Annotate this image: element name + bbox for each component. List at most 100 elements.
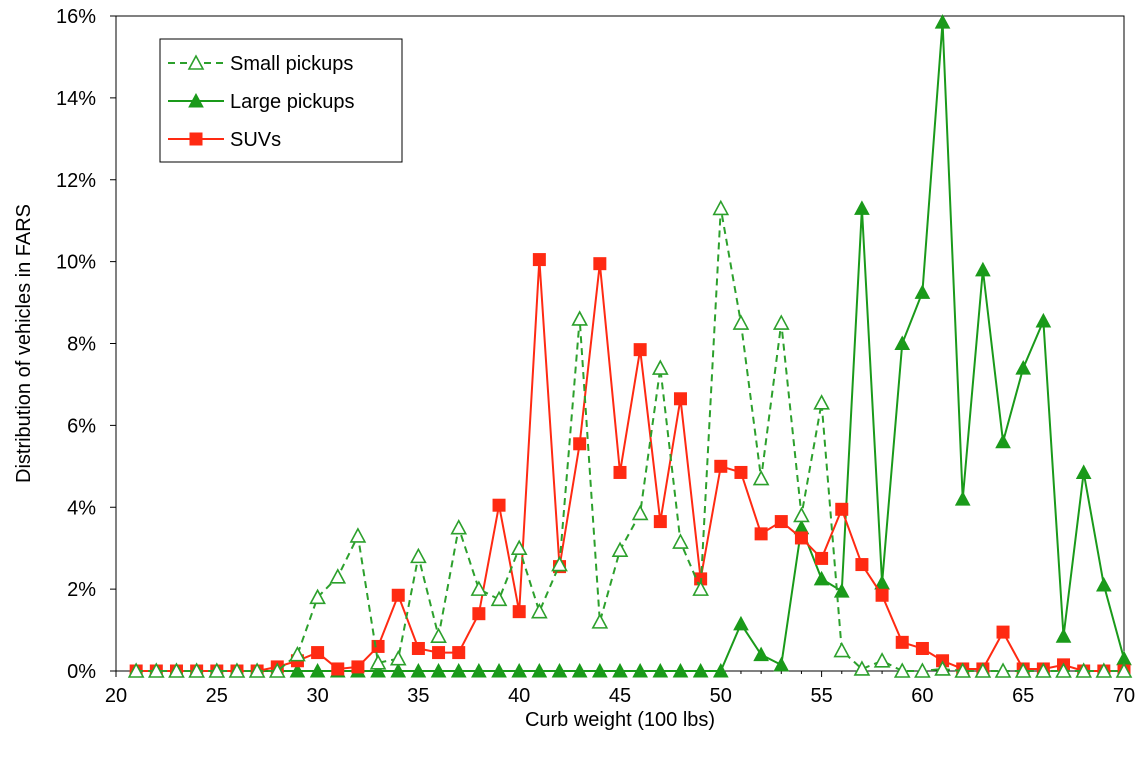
- series-small-pickups: [127, 199, 1133, 678]
- data-point: [309, 662, 326, 678]
- data-point: [571, 310, 589, 326]
- legend-label: Large pickups: [230, 91, 355, 113]
- data-point: [612, 662, 628, 678]
- data-point: [289, 662, 306, 678]
- data-point: [996, 625, 1010, 639]
- data-point: [591, 613, 609, 629]
- data-point: [754, 527, 768, 541]
- data-point: [450, 519, 468, 535]
- y-axis-title: Distribution of vehicles in FARS: [13, 204, 35, 483]
- data-point: [410, 662, 427, 678]
- data-point: [430, 627, 447, 644]
- data-point: [208, 662, 226, 678]
- y-tick-label: 2%: [67, 579, 96, 601]
- legend-marker: [189, 132, 203, 146]
- data-point: [853, 660, 871, 676]
- data-point: [1055, 628, 1072, 643]
- data-point: [349, 527, 367, 543]
- x-axis-title: Curb weight (100 lbs): [525, 709, 715, 731]
- data-point: [331, 662, 345, 676]
- x-tick-label: 70: [1113, 685, 1135, 707]
- data-point: [593, 257, 607, 271]
- data-point: [833, 641, 851, 658]
- data-point: [532, 253, 546, 267]
- data-point: [1075, 464, 1092, 479]
- data-point: [835, 502, 849, 516]
- data-point: [714, 459, 728, 473]
- x-tick-label: 30: [306, 685, 328, 707]
- series-suvs: [129, 253, 1131, 678]
- data-point: [411, 641, 425, 655]
- data-point: [994, 662, 1012, 678]
- data-point: [773, 656, 790, 672]
- legend-marker: [188, 92, 204, 108]
- legend-entry: Large pickups: [168, 91, 355, 113]
- data-point: [653, 515, 667, 529]
- data-point: [632, 662, 648, 678]
- data-point: [833, 583, 850, 598]
- data-point: [289, 645, 306, 662]
- data-point: [914, 662, 931, 678]
- y-tick-label: 16%: [56, 6, 96, 28]
- data-point: [813, 394, 830, 410]
- data-point: [672, 533, 689, 549]
- y-axis: 0% 2% 4% 6% 8% 10% 12% 14% 16%: [56, 6, 116, 683]
- data-point: [510, 539, 528, 555]
- series-line: [136, 208, 1124, 672]
- data-point: [854, 200, 870, 215]
- series-layer: [127, 14, 1133, 678]
- data-point: [692, 662, 709, 678]
- data-point: [389, 650, 407, 666]
- x-tick-label: 20: [105, 685, 127, 707]
- y-tick-label: 0%: [67, 661, 96, 683]
- data-point: [1055, 662, 1072, 678]
- data-point: [934, 660, 951, 676]
- data-point: [531, 662, 548, 678]
- x-tick-label: 65: [1012, 685, 1034, 707]
- data-point: [450, 662, 467, 678]
- data-point: [631, 504, 649, 521]
- x-tick-label: 60: [911, 685, 933, 707]
- data-point: [472, 607, 486, 621]
- data-point: [470, 580, 488, 596]
- data-point: [1096, 576, 1112, 592]
- data-point: [613, 465, 627, 479]
- data-point: [875, 588, 889, 602]
- data-point: [893, 662, 911, 678]
- y-tick-label: 6%: [67, 415, 96, 437]
- data-point: [733, 615, 749, 631]
- data-point: [452, 646, 466, 660]
- data-point: [147, 662, 165, 678]
- data-point: [672, 662, 689, 678]
- data-point: [974, 662, 992, 678]
- x-tick-label: 40: [508, 685, 530, 707]
- data-point: [1035, 662, 1052, 678]
- data-point: [934, 14, 951, 29]
- data-point: [1075, 662, 1093, 678]
- data-point: [551, 662, 568, 678]
- data-point: [995, 433, 1011, 449]
- data-point: [573, 437, 587, 451]
- data-point: [390, 662, 407, 678]
- data-point: [512, 605, 526, 619]
- data-point: [975, 261, 991, 277]
- legend: Small pickups Large pickups SUVs: [159, 38, 403, 163]
- legend-label: SUVs: [230, 129, 281, 151]
- data-point: [734, 465, 748, 479]
- data-point: [410, 547, 427, 564]
- data-point: [1014, 662, 1032, 678]
- data-point: [954, 662, 972, 678]
- data-point: [1035, 312, 1052, 328]
- data-point: [430, 662, 447, 678]
- data-point: [531, 602, 548, 619]
- data-point: [1115, 662, 1133, 678]
- data-point: [954, 491, 971, 506]
- data-point: [815, 551, 829, 565]
- data-point: [712, 199, 730, 216]
- data-point: [1095, 662, 1113, 678]
- data-point: [652, 662, 669, 678]
- data-point: [753, 646, 769, 662]
- data-point: [915, 641, 929, 655]
- data-point: [491, 662, 507, 678]
- data-point: [1015, 360, 1032, 375]
